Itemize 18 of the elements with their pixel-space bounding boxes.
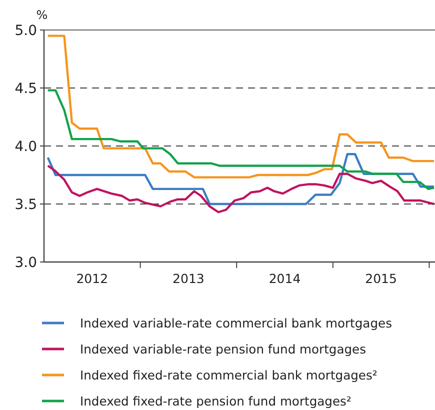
legend-label: Indexed variable-rate pension fund mortgages [80, 342, 366, 356]
x-tick-label: 2015 [365, 271, 397, 286]
line-series [46, 34, 435, 178]
y-axis-title: % [36, 8, 48, 22]
y-tick-label: 4.0 [14, 138, 37, 155]
line-series [46, 89, 435, 190]
legend-label: Indexed variable-rate commercial bank mortgages [80, 316, 392, 330]
y-tick-label: 4.5 [14, 80, 37, 97]
legend-label: Indexed fixed-rate pension fund mortgages² [80, 394, 352, 408]
y-tick-label: 3.5 [14, 196, 37, 213]
legend-label: Indexed fixed-rate commercial bank mortgages² [80, 368, 378, 382]
y-tick-label: 5.0 [14, 22, 37, 39]
x-tick-label: 2012 [76, 271, 108, 286]
x-tick-label: 2014 [268, 271, 301, 286]
x-tick-label: 2013 [172, 271, 204, 286]
y-tick-label: 3.0 [14, 254, 37, 271]
line-series [46, 153, 435, 206]
line-series [46, 164, 435, 214]
